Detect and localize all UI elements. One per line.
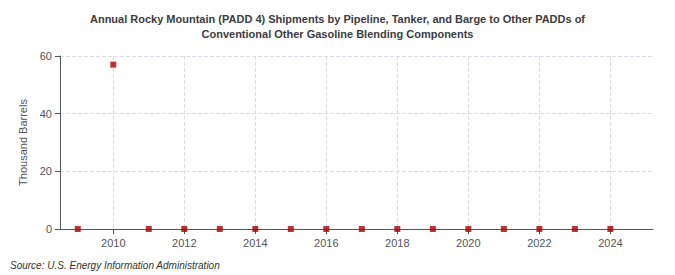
svg-text:Thousand Barrels: Thousand Barrels bbox=[17, 99, 29, 186]
svg-text:2014: 2014 bbox=[243, 237, 267, 249]
svg-text:0: 0 bbox=[46, 223, 52, 235]
svg-text:40: 40 bbox=[40, 108, 52, 120]
svg-text:2012: 2012 bbox=[172, 237, 196, 249]
svg-text:20: 20 bbox=[40, 165, 52, 177]
svg-text:2020: 2020 bbox=[456, 237, 480, 249]
svg-text:2018: 2018 bbox=[385, 237, 409, 249]
svg-text:60: 60 bbox=[40, 50, 52, 62]
svg-text:Conventional Other Gasoline Bl: Conventional Other Gasoline Blending Com… bbox=[202, 28, 474, 40]
svg-text:2010: 2010 bbox=[101, 237, 125, 249]
svg-text:Annual Rocky Mountain (PADD 4): Annual Rocky Mountain (PADD 4) Shipments… bbox=[90, 13, 585, 25]
svg-text:2022: 2022 bbox=[527, 237, 551, 249]
svg-text:2024: 2024 bbox=[598, 237, 622, 249]
svg-text:Source: U.S. Energy Informatio: Source: U.S. Energy Information Administ… bbox=[10, 260, 220, 271]
svg-text:2016: 2016 bbox=[314, 237, 338, 249]
